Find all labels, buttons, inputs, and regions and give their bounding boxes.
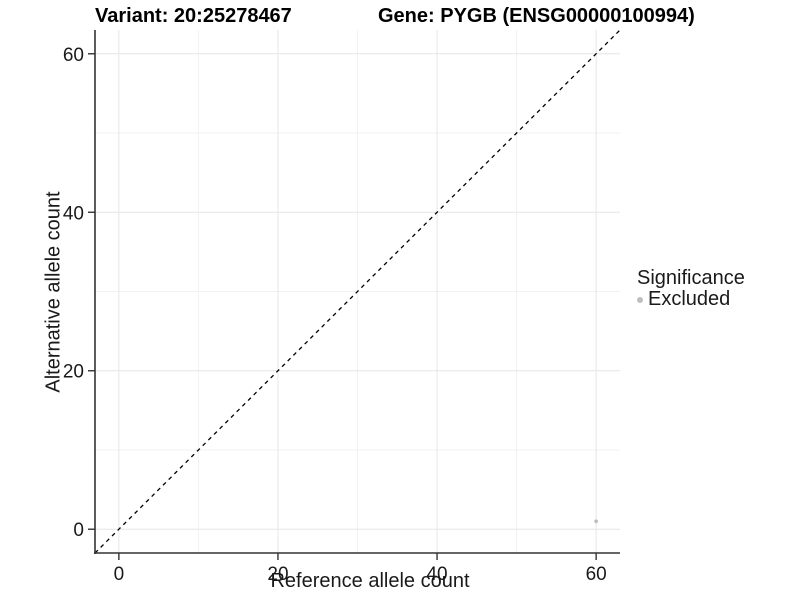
legend-title: Significance	[637, 267, 745, 289]
x-tick-label: 0	[114, 564, 125, 585]
data-point-excluded	[594, 519, 599, 524]
legend-item-excluded: Excluded	[637, 289, 745, 310]
y-tick-label: 0	[73, 520, 84, 541]
y-axis-title: Alternative allele count	[42, 191, 65, 393]
legend: Significance Excluded	[637, 267, 745, 310]
y-tick-label: 60	[63, 45, 84, 66]
x-tick-label: 20	[267, 564, 288, 585]
plot-title-variant: Variant: 20:25278467	[95, 5, 292, 27]
plot-title-gene: Gene: PYGB (ENSG00000100994)	[378, 5, 695, 27]
identity-line	[94, 29, 621, 554]
y-tick-label: 20	[63, 362, 84, 383]
x-tick-label: 60	[586, 564, 607, 585]
x-axis-title: Reference allele count	[270, 570, 470, 592]
y-tick-label: 40	[63, 203, 84, 224]
x-tick-label: 40	[426, 564, 447, 585]
legend-item-label: Excluded	[648, 288, 731, 310]
excluded-point-marker	[637, 296, 643, 303]
